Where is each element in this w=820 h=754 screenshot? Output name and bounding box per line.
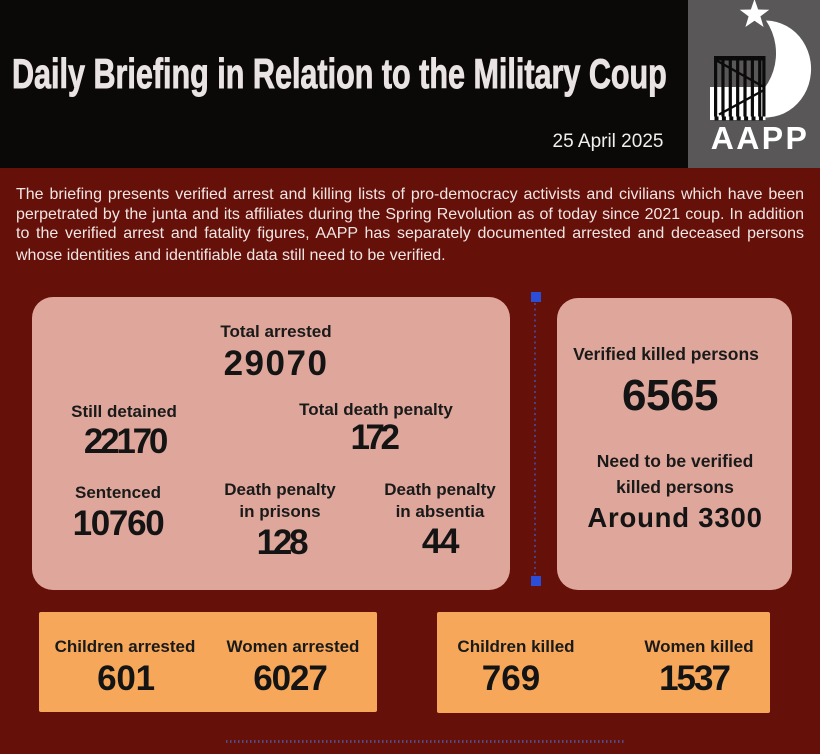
svg-text:AAPP: AAPP: [711, 120, 810, 156]
